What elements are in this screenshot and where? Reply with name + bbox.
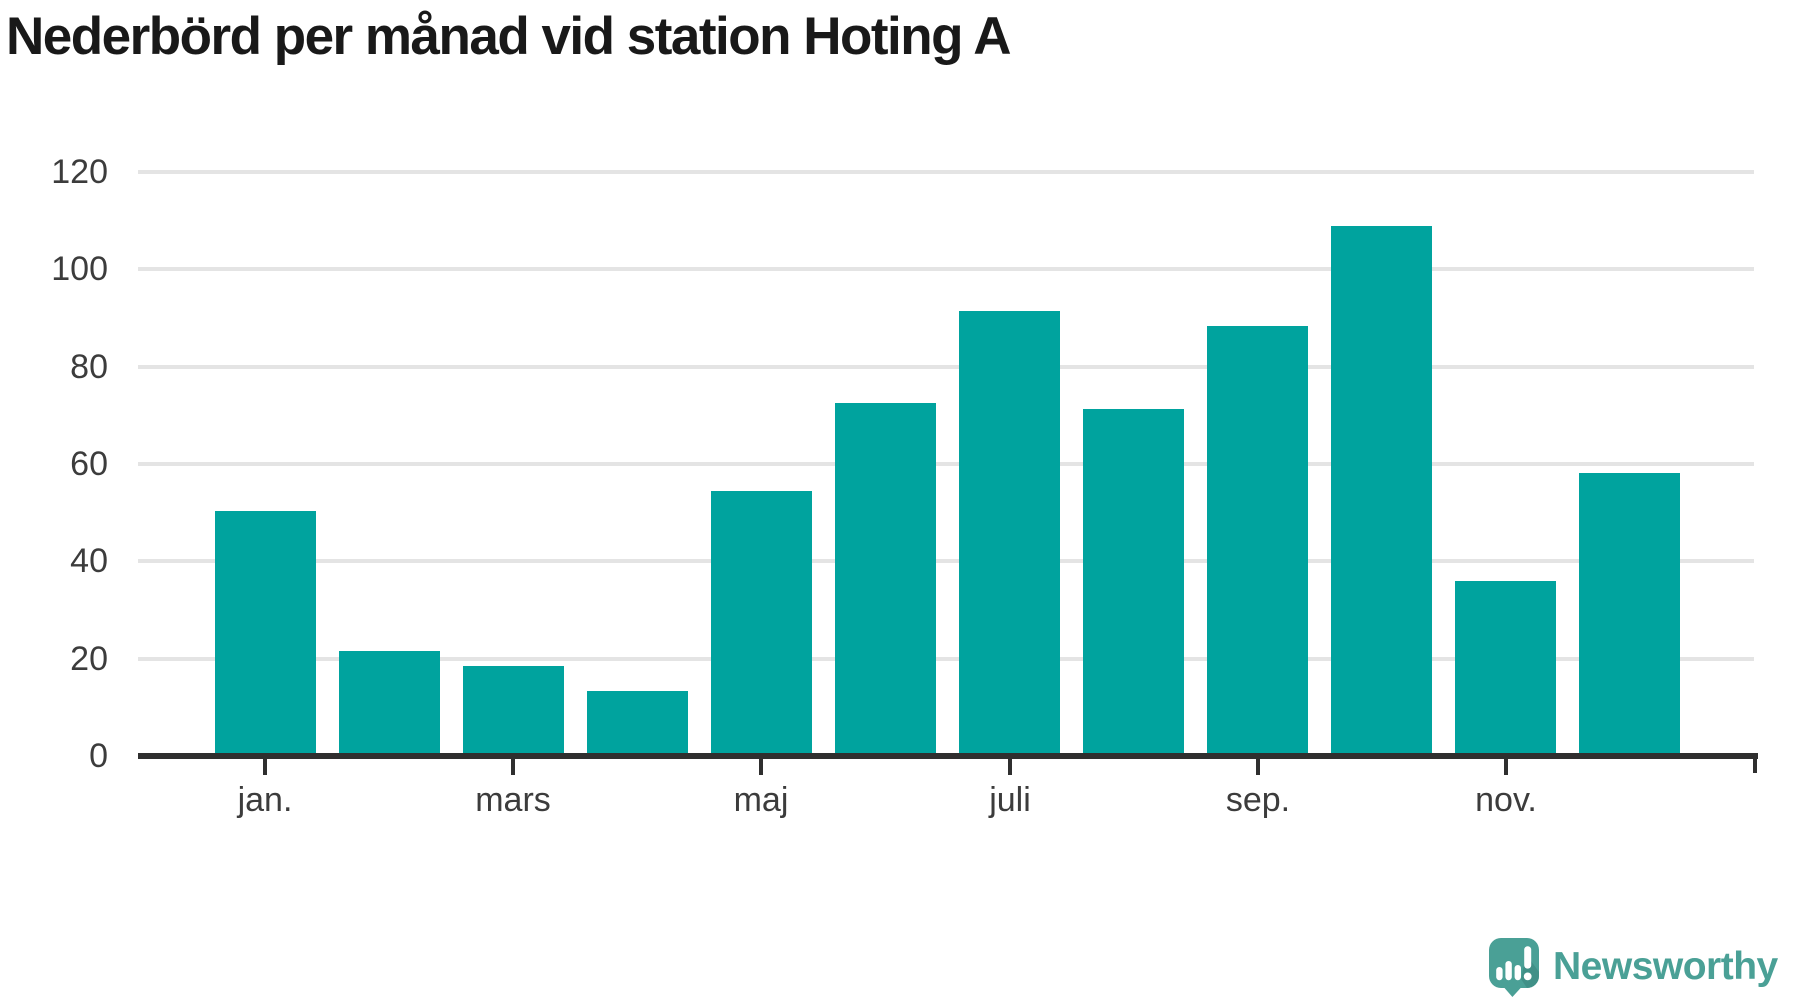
x-axis-label-juli: juli [989, 781, 1031, 819]
x-tick-juli [1008, 759, 1012, 775]
bar-month-1 [215, 510, 316, 756]
bar-month-12 [1579, 472, 1680, 756]
bar-month-3 [463, 666, 564, 756]
x-axis-label-sep: sep. [1225, 781, 1291, 819]
x-tick-mars [511, 759, 515, 775]
bar-month-4 [587, 690, 688, 756]
newsworthy-logo-text: Newsworthy [1553, 945, 1778, 988]
bar-month-9 [1207, 326, 1308, 756]
bar-month-7 [959, 310, 1060, 756]
gridline-y-60 [138, 462, 1754, 466]
y-axis-label-0: 0 [89, 737, 108, 775]
bar-month-6 [835, 402, 936, 756]
x-axis-line [138, 753, 1758, 759]
bar-month-2 [339, 650, 440, 756]
bar-month-8 [1083, 409, 1184, 756]
x-axis-label-maj: maj [733, 781, 789, 819]
x-tick-maj [759, 759, 763, 775]
gridline-y-120 [138, 170, 1754, 174]
bar-month-11 [1455, 580, 1556, 756]
newsworthy-speech-bubble-barchart-icon [1489, 938, 1539, 997]
y-axis-label-80: 80 [70, 347, 108, 386]
gridline-y-40 [138, 559, 1754, 564]
x-tick-jan [263, 759, 267, 775]
x-axis-label-nov: nov. [1475, 781, 1537, 819]
x-axis-label-jan: jan. [237, 781, 293, 819]
gridline-y-80 [138, 364, 1754, 369]
y-axis-label-60: 60 [70, 445, 108, 483]
y-axis-label-120: 120 [51, 153, 108, 191]
x-axis-label-mars: mars [475, 781, 551, 819]
y-axis-label-40: 40 [70, 542, 108, 581]
bar-month-10 [1331, 226, 1432, 756]
bar-month-5 [711, 490, 812, 756]
gridline-y-100 [138, 267, 1754, 272]
y-axis-label-100: 100 [51, 250, 108, 289]
chart-title: Nederbörd per månad vid station Hoting A [6, 7, 1012, 66]
newsworthy-logo: Newsworthy [1488, 936, 1778, 998]
gridline-y-20 [138, 656, 1754, 661]
x-axis-end-tick [1753, 753, 1757, 773]
y-axis-label-20: 20 [70, 639, 108, 678]
x-tick-sep [1256, 759, 1260, 775]
x-tick-nov [1504, 759, 1508, 775]
